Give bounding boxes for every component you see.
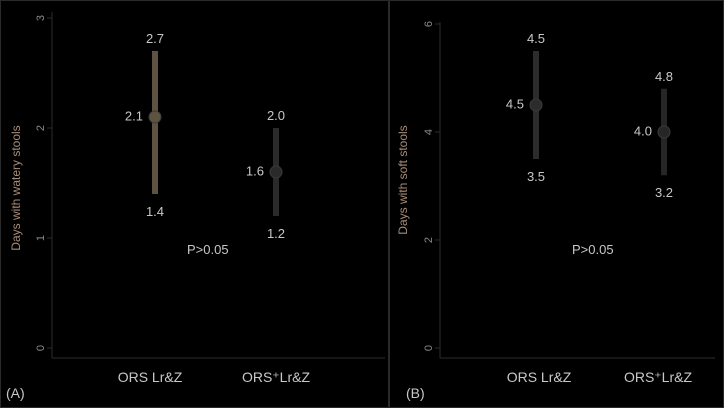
panel-b-mean-label: 4.0 (634, 123, 652, 138)
panel-a-y-tick-label: 2 (35, 125, 47, 131)
panel-a: Days with watery stools 0 1 2 3 2.1 2.7 1.4 1.… (0, 0, 389, 408)
panel-b-p-value: P>0.05 (572, 242, 614, 257)
panel-a-upper-label: 2.0 (267, 108, 285, 123)
panel-b-y-axis-label: Days with soft stools (396, 125, 410, 234)
panel-b-y-tick-label: 6 (423, 21, 435, 27)
panel-b-category-label: ORS⁺Lr&Z (624, 369, 693, 385)
panel-b-marks: 4.5 4.5 3.5 4.0 4.8 3.2 (506, 31, 673, 200)
panel-b-mean-label: 4.5 (506, 96, 524, 111)
panel-a-label: (A) (6, 385, 25, 401)
panel-a-p-value: P>0.05 (187, 242, 229, 257)
panel-a-lower-label: 1.2 (267, 226, 285, 241)
panel-b-upper-label: 4.8 (655, 69, 673, 84)
panel-b-mean-point (529, 98, 543, 112)
panel-a-y-tick-label: 3 (35, 15, 47, 21)
panel-a-category-label: ORS⁺Lr&Z (242, 369, 311, 385)
panel-a-mean-label: 2.1 (125, 108, 143, 123)
panel-a-y-tick-label: 0 (35, 345, 47, 351)
panel-a-y-tick-label: 1 (35, 235, 47, 241)
panel-a-y-ticks: 0 1 2 3 (35, 15, 52, 351)
panel-b-y-ticks: 0 2 4 6 (423, 21, 440, 351)
panel-a-mean-label: 1.6 (246, 163, 264, 178)
panel-b-lower-label: 3.2 (655, 185, 673, 200)
panel-b-y-tick-label: 2 (423, 237, 435, 243)
panel-a-lower-label: 1.4 (146, 204, 164, 219)
panel-b-label: (B) (406, 385, 425, 401)
panel-a-mean-point (148, 110, 162, 124)
panel-a-marks: 2.1 2.7 1.4 1.6 2.0 1.2 (125, 31, 285, 241)
panel-a-category-label: ORS Lr&Z (118, 369, 183, 385)
panel-a-border (0, 0, 389, 408)
panel-b-lower-label: 3.5 (527, 169, 545, 184)
panel-b-category-label: ORS Lr&Z (507, 369, 572, 385)
panel-a-upper-label: 2.7 (146, 31, 164, 46)
panel-b-mean-point (657, 125, 671, 139)
panel-b-y-tick-label: 0 (423, 345, 435, 351)
panel-a-mean-point (269, 165, 283, 179)
panel-b-y-tick-label: 4 (423, 129, 435, 135)
panel-b-upper-label: 4.5 (527, 31, 545, 46)
panel-a-y-axis-label: Days with watery stools (9, 125, 23, 250)
